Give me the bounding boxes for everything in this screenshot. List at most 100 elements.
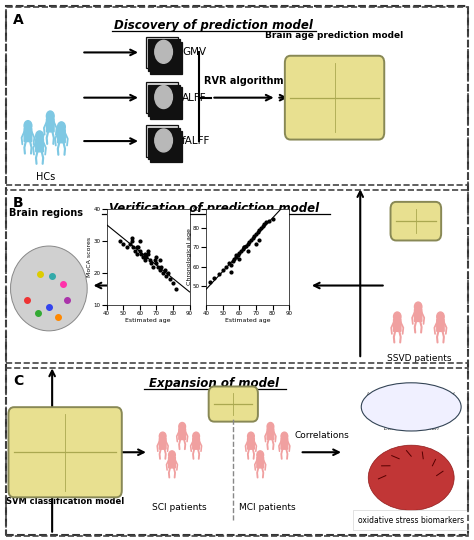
Point (239, 245, 246, 254)
FancyBboxPatch shape (437, 319, 444, 332)
FancyBboxPatch shape (257, 457, 264, 468)
Point (133, 249, 140, 258)
FancyBboxPatch shape (57, 130, 65, 143)
Text: HCs: HCs (36, 172, 55, 182)
Point (240, 243, 248, 252)
Text: RVR algorithm: RVR algorithm (204, 76, 284, 86)
Point (166, 275, 173, 284)
Point (138, 249, 146, 258)
Point (153, 253, 160, 261)
Text: Brain age prediction model: Brain age prediction model (265, 31, 404, 40)
Point (149, 262, 157, 271)
Text: Verification of prediction model: Verification of prediction model (109, 202, 319, 215)
X-axis label: Estimated age: Estimated age (225, 318, 270, 323)
Point (236, 255, 243, 264)
Point (259, 222, 266, 231)
FancyBboxPatch shape (247, 438, 255, 449)
Point (157, 262, 165, 271)
Point (156, 256, 164, 265)
Text: B: B (13, 196, 24, 210)
Point (153, 259, 160, 268)
Text: Discovery of prediction model: Discovery of prediction model (114, 19, 313, 32)
FancyBboxPatch shape (209, 387, 258, 422)
Point (232, 251, 240, 259)
FancyBboxPatch shape (150, 42, 182, 73)
Point (123, 243, 130, 252)
FancyBboxPatch shape (146, 37, 178, 68)
FancyBboxPatch shape (150, 131, 182, 162)
Point (242, 241, 250, 250)
FancyBboxPatch shape (267, 429, 274, 440)
Point (163, 272, 170, 281)
Point (128, 233, 136, 242)
Point (265, 216, 273, 225)
Point (129, 243, 137, 252)
Text: SCI patients: SCI patients (152, 503, 206, 512)
Text: SSVD patients: SSVD patients (387, 354, 452, 363)
Circle shape (257, 451, 264, 459)
Point (257, 224, 264, 233)
Point (237, 247, 245, 255)
FancyBboxPatch shape (148, 128, 180, 159)
Point (255, 226, 263, 234)
Point (141, 256, 149, 265)
FancyBboxPatch shape (150, 87, 182, 119)
Ellipse shape (368, 445, 454, 510)
FancyBboxPatch shape (414, 309, 422, 321)
Point (173, 285, 180, 293)
FancyBboxPatch shape (393, 319, 401, 332)
FancyBboxPatch shape (146, 125, 178, 157)
Point (136, 237, 144, 245)
Y-axis label: MoCA scores: MoCA scores (87, 237, 92, 277)
FancyBboxPatch shape (281, 438, 288, 449)
FancyBboxPatch shape (148, 39, 180, 71)
Circle shape (267, 422, 274, 431)
Text: Cognitive function: Cognitive function (364, 402, 458, 411)
Point (227, 260, 235, 269)
Point (262, 218, 270, 227)
Point (116, 237, 124, 245)
Circle shape (393, 312, 401, 321)
Point (126, 240, 134, 248)
Point (229, 256, 237, 265)
FancyBboxPatch shape (146, 82, 178, 113)
Text: ALFF: ALFF (182, 93, 207, 103)
Circle shape (57, 122, 65, 132)
Text: Episodic memory: Episodic memory (386, 416, 437, 421)
Point (246, 238, 253, 246)
Point (244, 239, 251, 248)
Point (143, 253, 150, 261)
Point (249, 233, 256, 242)
Point (269, 214, 276, 223)
Text: Information processing speed: Information processing speed (367, 392, 455, 397)
Circle shape (437, 312, 444, 321)
Point (254, 228, 261, 237)
Point (227, 268, 235, 276)
Circle shape (179, 422, 185, 431)
FancyBboxPatch shape (36, 139, 44, 152)
Text: C: C (13, 374, 23, 388)
Circle shape (169, 451, 175, 459)
Circle shape (247, 432, 254, 440)
Point (119, 240, 127, 248)
FancyBboxPatch shape (9, 407, 122, 497)
Circle shape (24, 120, 32, 131)
Circle shape (155, 129, 173, 152)
Point (148, 259, 155, 268)
Point (244, 247, 251, 255)
Point (151, 256, 158, 265)
Point (247, 235, 255, 244)
Point (226, 259, 233, 267)
Point (210, 274, 218, 282)
Text: SVM classification model: SVM classification model (6, 497, 124, 506)
Point (164, 269, 172, 278)
Circle shape (155, 40, 173, 63)
Point (206, 278, 213, 286)
FancyBboxPatch shape (148, 85, 180, 116)
Circle shape (159, 432, 166, 440)
Point (136, 246, 144, 255)
Ellipse shape (10, 246, 87, 331)
Point (141, 249, 149, 258)
Point (252, 230, 260, 238)
Text: Correlations: Correlations (294, 431, 349, 440)
